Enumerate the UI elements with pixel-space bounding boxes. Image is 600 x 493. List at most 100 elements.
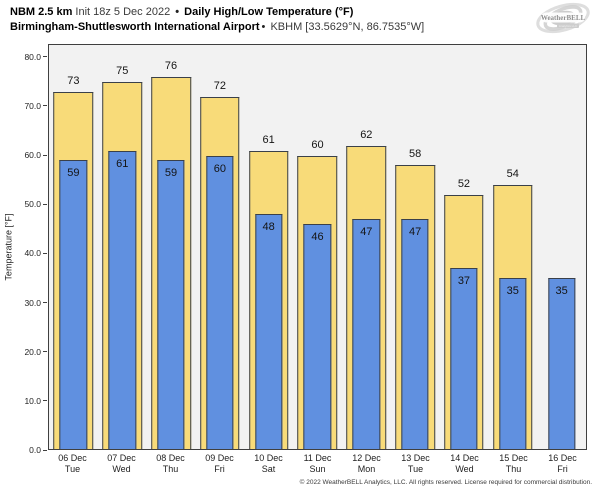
hurricane-swirl-icon: WeatherBELL Analytics LLC — [536, 2, 590, 34]
y-tick-label: 60.0 — [24, 150, 41, 161]
bar-group: 35 — [537, 45, 586, 449]
y-tick-label: 50.0 — [24, 199, 41, 210]
x-tick-label: 11 Dec Sun — [293, 453, 342, 475]
high-temp-label: 52 — [457, 177, 471, 190]
title-product: Daily High/Low Temperature (°F) — [181, 6, 354, 18]
y-tick-label: 20.0 — [24, 346, 41, 357]
x-tick-label: 07 Dec Wed — [97, 453, 146, 475]
y-tick-mark — [43, 203, 47, 205]
x-tick-day: Mon — [357, 464, 376, 474]
x-tick-date: 12 Dec — [352, 453, 381, 463]
title-model: NBM 2.5 km — [10, 6, 73, 18]
low-temp-label: 59 — [164, 167, 178, 180]
x-tick-day: Fri — [557, 464, 568, 474]
plot-area: 73 59 75 61 76 59 72 60 61 48 60 46 62 47 58 47 52 37 54 35… — [48, 44, 587, 450]
y-tick-mark — [43, 56, 47, 58]
y-tick-mark — [43, 105, 47, 107]
logo-subtext: Analytics LLC — [559, 24, 578, 28]
x-tick-date: 14 Dec — [450, 453, 479, 463]
low-temp-bar — [157, 160, 185, 449]
y-tick-label: 40.0 — [24, 248, 41, 259]
low-temp-bar — [108, 150, 136, 449]
title-init: Init 18z 5 Dec 2022 — [72, 6, 174, 18]
x-tick-date: 16 Dec — [548, 453, 577, 463]
copyright-notice: © 2022 WeatherBELL Analytics, LLC. All r… — [299, 479, 592, 486]
high-temp-label: 72 — [213, 79, 226, 92]
x-tick-label: 15 Dec Thu — [489, 453, 538, 475]
bar-group: 75 61 — [98, 45, 147, 449]
x-axis: 06 Dec Tue 07 Dec Wed 08 Dec Thu 09 Dec Fri 10 D… — [48, 453, 587, 479]
bar-group: 60 46 — [293, 45, 342, 449]
y-tick-label: 70.0 — [24, 100, 41, 111]
x-tick-day: Wed — [112, 464, 131, 474]
high-temp-label: 76 — [164, 60, 178, 73]
y-tick-mark — [43, 302, 47, 304]
x-tick-label: 10 Dec Sat — [244, 453, 293, 475]
high-temp-label: 60 — [311, 138, 324, 151]
x-tick-date: 10 Dec — [254, 453, 283, 463]
y-tick-mark — [43, 351, 47, 353]
low-temp-label: 35 — [555, 284, 568, 297]
y-tick-label: 30.0 — [24, 297, 41, 308]
x-tick-day: Wed — [455, 464, 474, 474]
high-temp-label: 58 — [409, 148, 422, 161]
x-tick-date: 06 Dec — [58, 453, 87, 463]
low-temp-label: 59 — [67, 167, 80, 180]
x-tick-day: Tue — [64, 464, 81, 474]
bar-group: 62 47 — [342, 45, 391, 449]
chart-title: NBM 2.5 km Init 18z 5 Dec 2022 • Daily H… — [10, 6, 353, 18]
subtitle-station: Birmingham-Shuttlesworth International A… — [10, 21, 260, 33]
low-temp-label: 37 — [457, 275, 471, 288]
subtitle-separator: • — [261, 21, 266, 33]
x-tick-day: Thu — [162, 464, 179, 474]
bar-group: 58 47 — [391, 45, 440, 449]
x-tick-day: Sat — [261, 464, 276, 474]
weatherbell-logo: WeatherBELL Analytics LLC — [530, 1, 596, 39]
high-temp-label: 61 — [262, 133, 275, 146]
low-temp-bar — [401, 219, 429, 449]
x-tick-label: 12 Dec Mon — [342, 453, 391, 475]
low-temp-bar — [547, 277, 576, 449]
low-temp-label: 46 — [311, 231, 324, 244]
x-tick-label: 14 Dec Wed — [440, 453, 489, 475]
y-tick-label: 10.0 — [24, 395, 41, 406]
x-tick-day: Thu — [505, 464, 522, 474]
low-temp-bar — [303, 224, 332, 449]
low-temp-bar — [255, 214, 283, 449]
low-temp-label: 47 — [360, 226, 373, 239]
x-tick-day: Sun — [309, 464, 326, 474]
title-separator: • — [175, 6, 180, 18]
low-temp-bar — [59, 160, 88, 449]
high-temp-label: 54 — [506, 167, 519, 180]
x-tick-day: Fri — [214, 464, 225, 474]
y-axis: 0.0 10.0 20.0 30.0 40.0 50.0 60.0 70.0 80.0 — [0, 44, 47, 455]
low-temp-label: 60 — [213, 162, 226, 175]
y-tick-mark — [43, 400, 47, 402]
x-tick-label: 06 Dec Tue — [48, 453, 97, 475]
bar-group: 61 48 — [244, 45, 293, 449]
low-temp-label: 47 — [409, 226, 422, 239]
x-tick-date: 07 Dec — [107, 453, 136, 463]
x-tick-label: 16 Dec Fri — [538, 453, 587, 475]
low-temp-bar — [352, 219, 380, 449]
y-tick-mark — [43, 154, 47, 156]
bar-group: 76 59 — [147, 45, 196, 449]
x-tick-date: 11 Dec — [303, 453, 332, 463]
chart-subtitle: Birmingham-Shuttlesworth International A… — [10, 21, 424, 33]
subtitle-station-id: KBHM [33.5629°N, 86.7535°W] — [267, 21, 425, 33]
y-tick-label: 0.0 — [29, 445, 41, 455]
low-temp-bar — [450, 268, 478, 449]
low-temp-label: 61 — [116, 157, 129, 170]
x-tick-label: 09 Dec Fri — [195, 453, 244, 475]
x-tick-label: 13 Dec Tue — [391, 453, 440, 475]
bar-group: 54 35 — [488, 45, 537, 449]
logo-wordmark: WeatherBELL — [541, 14, 586, 22]
high-temp-label: 73 — [67, 74, 80, 87]
y-tick-mark — [43, 449, 47, 451]
x-tick-date: 09 Dec — [205, 453, 234, 463]
x-tick-date: 13 Dec — [401, 453, 430, 463]
low-temp-label: 35 — [506, 284, 519, 297]
low-temp-bar — [499, 277, 527, 449]
low-temp-label: 48 — [262, 221, 275, 234]
